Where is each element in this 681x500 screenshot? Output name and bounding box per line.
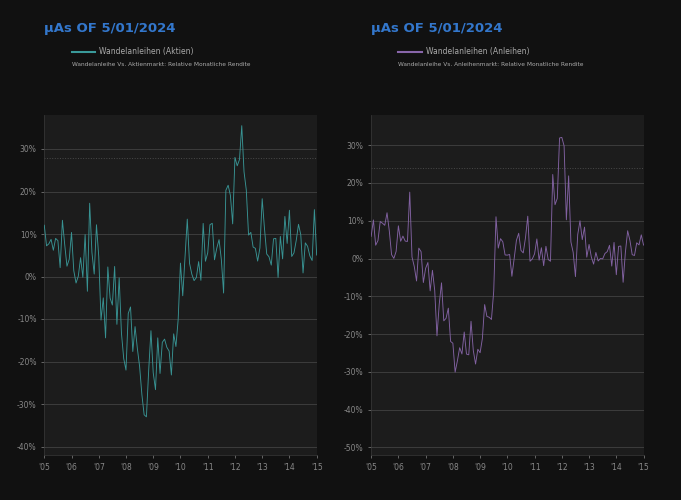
Text: Wandelanleihen (Anleihen): Wandelanleihen (Anleihen) bbox=[426, 47, 529, 56]
Text: Wandelanleihe Vs. Anleihenmarkt: Relative Monatliche Rendite: Wandelanleihe Vs. Anleihenmarkt: Relativ… bbox=[398, 62, 584, 68]
Text: Wandelanleihe Vs. Aktienmarkt: Relative Monatliche Rendite: Wandelanleihe Vs. Aktienmarkt: Relative … bbox=[72, 62, 250, 68]
Text: Wandelanleihen (Aktien): Wandelanleihen (Aktien) bbox=[99, 47, 193, 56]
Text: µAs OF 5/01/2024: µAs OF 5/01/2024 bbox=[371, 22, 503, 36]
Text: µAs OF 5/01/2024: µAs OF 5/01/2024 bbox=[44, 22, 176, 36]
